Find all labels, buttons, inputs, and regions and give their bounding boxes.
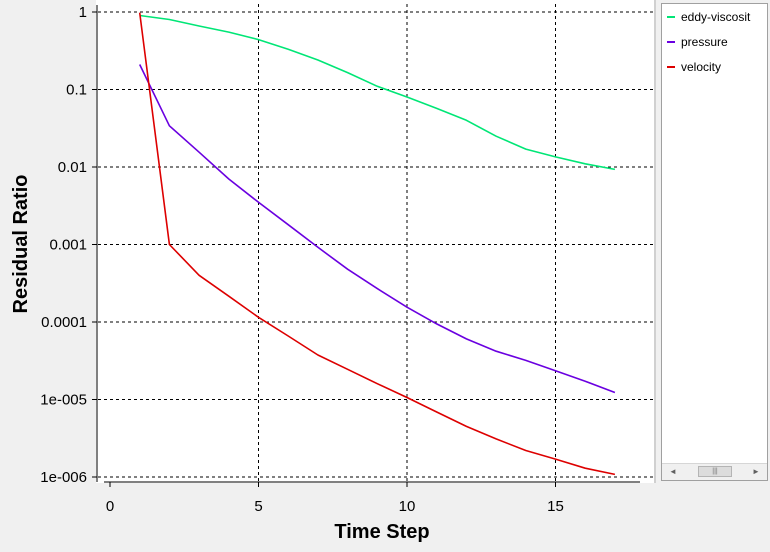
x-tick-label: 0 xyxy=(106,498,114,515)
x-tick-label: 10 xyxy=(399,498,416,515)
legend-swatch xyxy=(667,65,675,68)
scroll-right-arrow-icon[interactable]: ► xyxy=(752,467,760,476)
y-axis-title: Residual Ratio xyxy=(10,175,32,314)
y-tick-label: 1e-006 xyxy=(40,469,87,486)
grid xyxy=(98,4,655,482)
x-axis-title: Time Step xyxy=(334,521,429,543)
legend-item: velocity xyxy=(667,60,721,76)
y-tick-label: 0.1 xyxy=(66,82,87,99)
legend-swatch xyxy=(667,40,675,43)
y-tick-label: 0.0001 xyxy=(41,314,87,331)
y-tick-label: 1e-005 xyxy=(40,392,87,409)
series-lines xyxy=(138,12,616,476)
legend-item: eddy-viscosit xyxy=(667,10,750,26)
legend: eddy-viscosit pressure velocity ◄ ||| ► xyxy=(661,3,768,481)
legend-scrollbar[interactable]: ◄ ||| ► xyxy=(662,463,767,480)
x-tick-label: 15 xyxy=(547,498,564,515)
y-tick-label: 0.01 xyxy=(58,159,87,176)
scroll-thumb[interactable]: ||| xyxy=(698,466,732,477)
ticks: 1 0.1 0.01 0.001 0.0001 1e-005 1e-006 0 5 10 15 xyxy=(40,4,564,515)
legend-swatch xyxy=(667,15,675,18)
y-tick-label: 1 xyxy=(79,4,87,21)
scroll-left-arrow-icon[interactable]: ◄ xyxy=(669,467,677,476)
series-line-eddy-viscosit xyxy=(139,14,616,171)
legend-item: pressure xyxy=(667,35,728,51)
series-line-velocity xyxy=(138,12,616,476)
legend-label: velocity xyxy=(681,60,722,74)
axes xyxy=(96,0,656,483)
x-tick-label: 5 xyxy=(254,498,262,515)
legend-label: eddy-viscosit xyxy=(681,10,751,24)
legend-label: pressure xyxy=(681,35,728,49)
plot-area xyxy=(96,0,656,483)
y-tick-label: 0.001 xyxy=(49,237,87,254)
series-line-pressure xyxy=(138,64,616,394)
